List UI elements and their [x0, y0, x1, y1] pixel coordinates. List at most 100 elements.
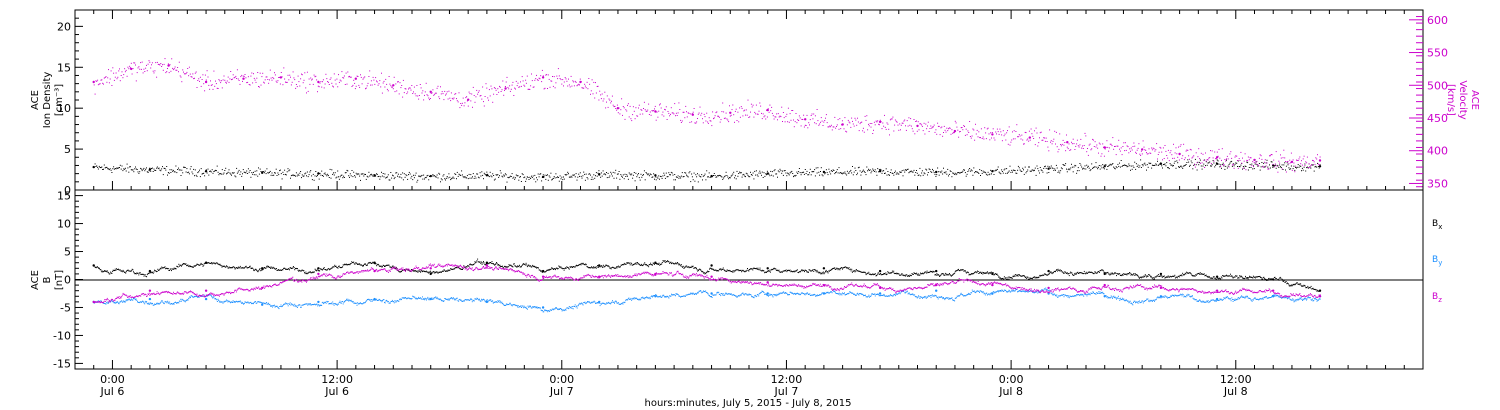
- bx-sample: [526, 264, 528, 266]
- density-sample: [765, 173, 767, 175]
- velocity-sample: [878, 123, 880, 125]
- bx-sample: [1169, 275, 1171, 277]
- density-sample: [723, 177, 725, 179]
- density-sample: [1126, 166, 1128, 168]
- density-sample: [619, 178, 621, 180]
- density-sample: [274, 172, 275, 174]
- bx-sample: [370, 263, 372, 264]
- density-sample: [577, 176, 579, 178]
- density-sample: [985, 172, 987, 174]
- density-sample: [160, 170, 162, 172]
- density-sample: [848, 172, 850, 174]
- bx-sample: [943, 275, 945, 276]
- density-sample: [158, 167, 160, 169]
- bx-sample: [1082, 273, 1084, 275]
- density-sample: [1299, 165, 1301, 167]
- velocity-sample: [436, 87, 438, 89]
- bx-sample: [1274, 276, 1276, 278]
- bx-sample: [669, 262, 671, 264]
- bx-sample: [979, 272, 980, 274]
- bx-sample: [346, 264, 348, 266]
- velocity-sample: [270, 77, 272, 79]
- density-sample: [191, 171, 193, 173]
- bx-sample: [662, 260, 664, 262]
- density-sample: [533, 178, 535, 180]
- velocity-series: [92, 58, 1322, 173]
- bx-sample: [401, 270, 403, 272]
- velocity-sample: [815, 123, 817, 125]
- density-sample: [687, 176, 689, 178]
- bx-sample: [1129, 272, 1131, 274]
- density-sample: [911, 171, 913, 173]
- bx-sample: [1278, 279, 1280, 281]
- density-sample: [517, 175, 519, 177]
- bx-sample: [1120, 274, 1122, 276]
- bx-sample: [287, 268, 289, 270]
- velocity-sample: [236, 78, 238, 79]
- bx-sample: [1076, 272, 1078, 274]
- density-sample: [211, 169, 213, 171]
- velocity-sample: [1287, 161, 1289, 163]
- bx-sample: [698, 269, 700, 271]
- density-sample: [997, 166, 999, 168]
- density-sample: [1165, 165, 1167, 167]
- density-sample: [919, 167, 921, 169]
- bx-sample: [1101, 269, 1103, 271]
- density-sample: [691, 173, 693, 175]
- bx-sample: [1069, 272, 1071, 274]
- density-sample: [99, 167, 101, 168]
- density-sample: [417, 179, 419, 181]
- bx-sample: [996, 273, 998, 275]
- bx-sample: [941, 273, 943, 275]
- velocity-sample: [343, 75, 345, 77]
- density-sample: [1301, 170, 1302, 172]
- density-sample: [597, 172, 599, 174]
- bx-sample: [183, 263, 185, 265]
- bx-sample: [304, 273, 306, 275]
- density-sample: [1153, 164, 1155, 166]
- density-sample: [1226, 167, 1228, 169]
- bx-sample: [342, 264, 344, 266]
- velocity-sample: [1180, 144, 1182, 146]
- density-sample: [932, 170, 934, 172]
- bx-sample: [583, 263, 585, 265]
- velocity-sample: [476, 89, 478, 91]
- density-sample: [1007, 171, 1009, 173]
- velocity-sample: [442, 93, 444, 95]
- velocity-sample: [584, 83, 586, 85]
- density-sample: [655, 179, 657, 181]
- bx-sample: [740, 269, 742, 271]
- bx-sample: [1040, 274, 1042, 276]
- bx-point: [1047, 269, 1050, 273]
- bx-sample: [175, 267, 176, 269]
- density-sample: [1125, 165, 1127, 167]
- velocity-sample: [809, 124, 810, 126]
- velocity-sample: [1063, 144, 1065, 146]
- density-sample: [1046, 172, 1048, 174]
- density-sample: [167, 172, 169, 173]
- velocity-sample: [193, 78, 195, 80]
- density-sample: [593, 174, 595, 176]
- bx-sample: [137, 272, 139, 274]
- density-sample: [376, 173, 377, 175]
- velocity-sample: [1281, 168, 1283, 170]
- velocity-sample: [455, 93, 457, 95]
- bx-sample: [1269, 279, 1271, 281]
- bx-sample: [136, 272, 138, 274]
- velocity-sample: [692, 111, 694, 113]
- velocity-sample: [958, 136, 960, 138]
- bx-sample: [994, 274, 996, 276]
- velocity-sample: [575, 81, 577, 83]
- density-sample: [499, 175, 500, 177]
- bx-sample: [357, 263, 359, 265]
- bx-sample: [804, 269, 806, 271]
- velocity-sample: [1001, 140, 1003, 142]
- velocity-sample: [1140, 150, 1142, 152]
- velocity-sample: [905, 129, 907, 131]
- velocity-sample: [1081, 147, 1083, 149]
- velocity-sample: [854, 117, 856, 119]
- density-sample: [349, 173, 351, 175]
- bx-sample: [736, 269, 738, 271]
- density-sample: [426, 175, 428, 177]
- velocity-sample: [959, 131, 960, 133]
